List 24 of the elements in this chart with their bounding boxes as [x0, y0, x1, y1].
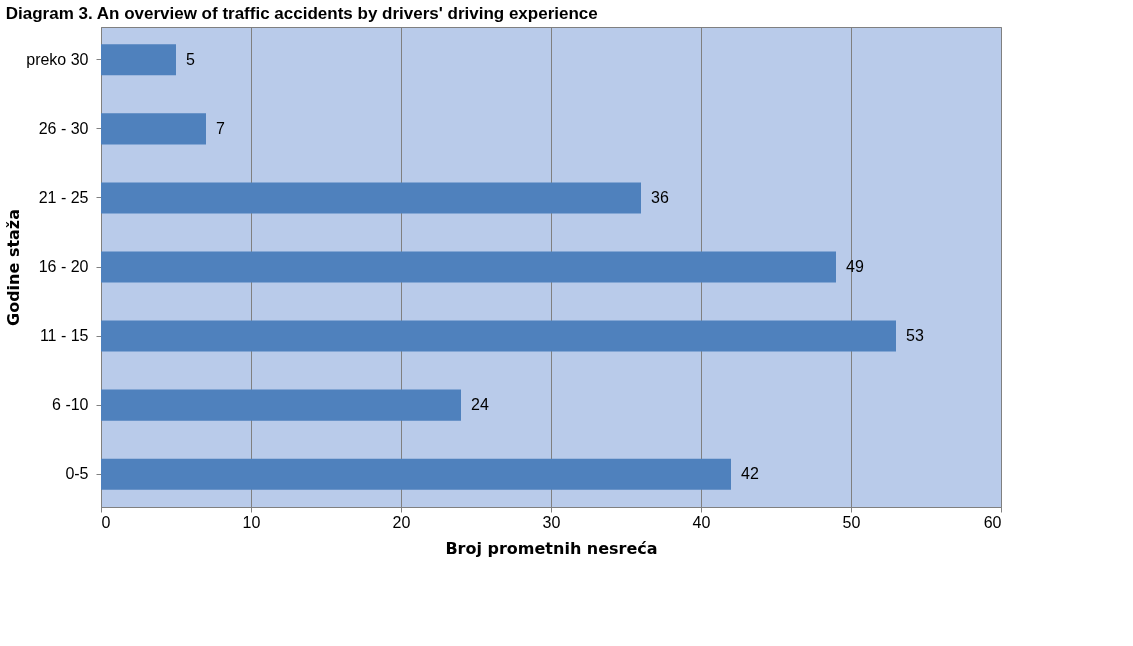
y-axis-title: Godine staža [4, 209, 24, 326]
data-label: 24 [471, 396, 489, 414]
data-label: 53 [906, 327, 924, 345]
y-tick-label: 11 - 15 [39, 327, 89, 345]
y-tick-label: 0-5 [65, 465, 89, 483]
y-tick-label: 21 - 25 [38, 188, 89, 206]
data-label: 36 [651, 188, 669, 206]
x-tick-label: 0 [101, 513, 111, 531]
x-tick-label: 60 [983, 513, 1002, 531]
x-tick-label: 10 [242, 513, 261, 531]
chart-title: Diagram 3. An overview of traffic accidents by drivers' driving experience [5, 4, 598, 23]
y-tick-label: preko 30 [26, 50, 89, 68]
y-tick-label: 6 -10 [52, 396, 89, 414]
x-tick-label: 20 [392, 513, 411, 531]
x-tick-label: 50 [842, 513, 861, 531]
data-label: 49 [846, 258, 864, 275]
y-tick-label: 16 - 20 [38, 258, 89, 275]
x-tick-label: 40 [692, 513, 711, 531]
x-axis-title: Broj prometnih nesreća [445, 538, 658, 558]
data-label: 7 [216, 119, 225, 137]
data-label: 42 [741, 465, 759, 483]
x-tick-label: 30 [542, 513, 561, 531]
y-tick-label: 26 - 30 [38, 119, 89, 137]
data-label: 5 [186, 50, 195, 68]
